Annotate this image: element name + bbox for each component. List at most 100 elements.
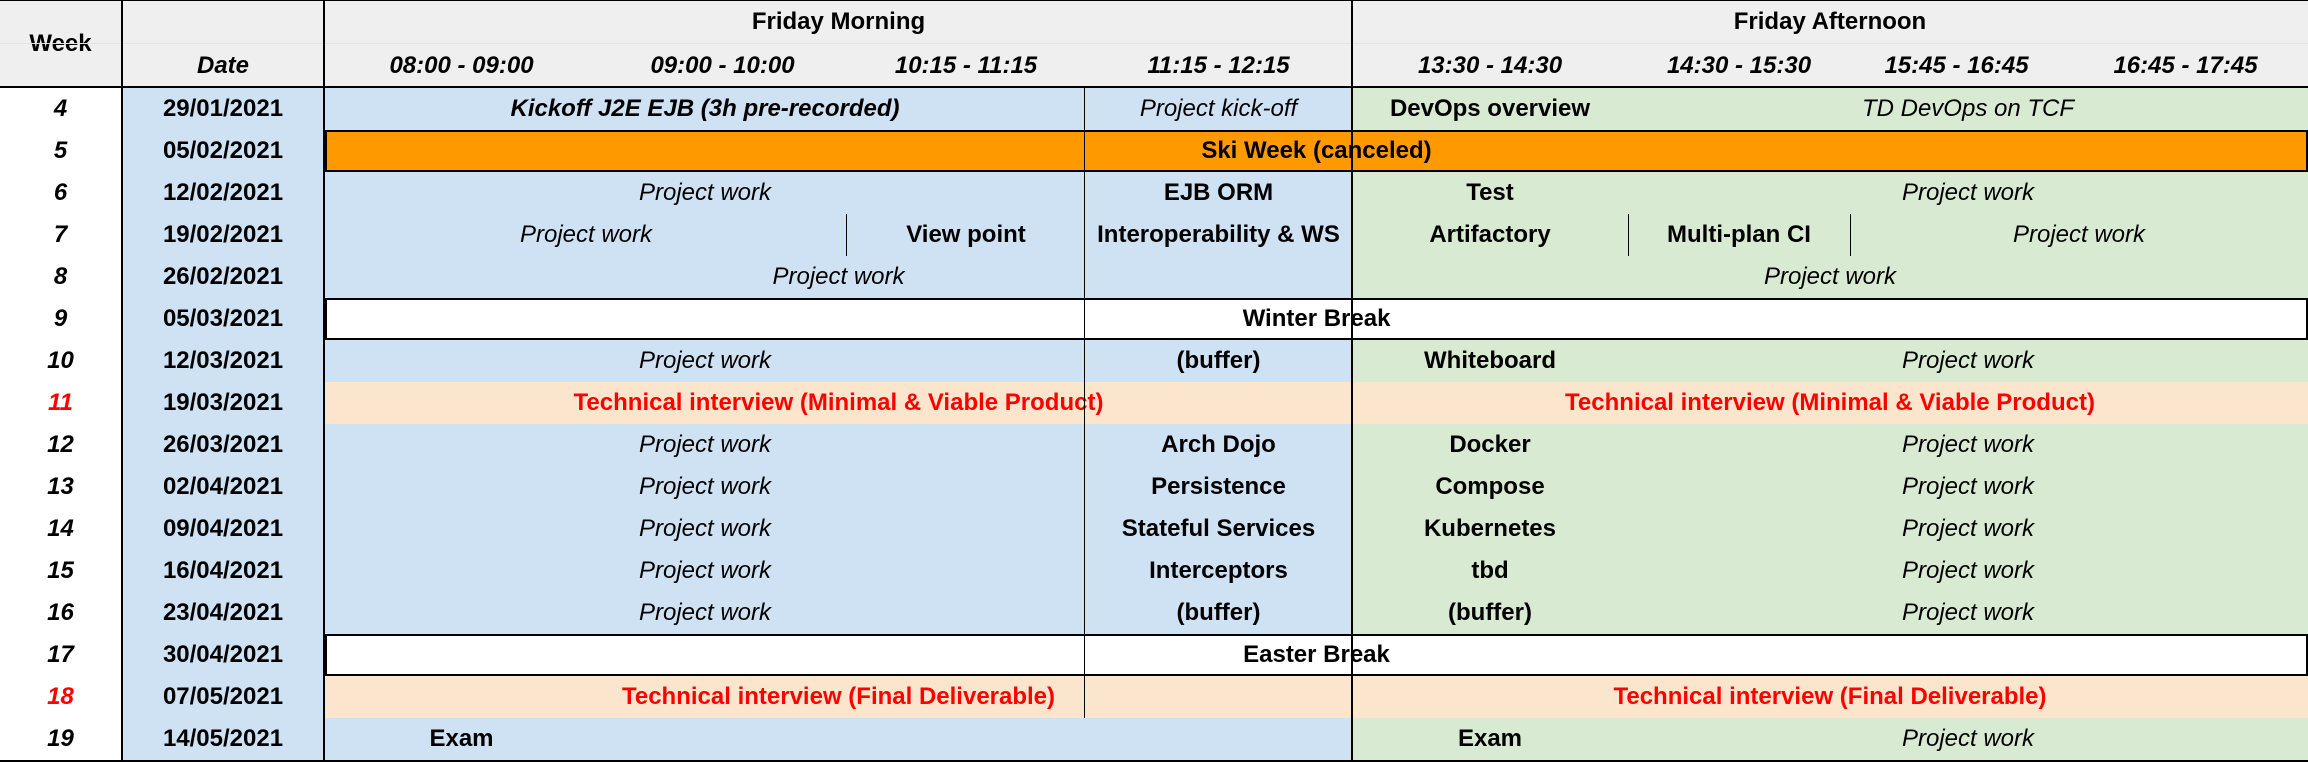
schedule-cell[interactable]: Kickoff J2E EJB (3h pre-recorded) [325,88,1085,130]
divider-line [1628,214,1629,256]
date-cell[interactable]: 05/03/2021 [121,298,325,340]
schedule-cell[interactable]: Project work [325,592,1085,634]
date-cell[interactable]: 12/02/2021 [121,172,325,214]
week-number-cell[interactable]: 9 [0,298,121,340]
schedule-cell[interactable]: DevOps overview [1352,88,1628,130]
schedule-cell[interactable]: Arch Dojo [1085,424,1352,466]
schedule-cell[interactable]: (buffer) [1085,340,1352,382]
schedule-cell[interactable]: Project work [1628,424,2308,466]
schedule-cell[interactable]: Project work [325,508,1085,550]
time-slot-header[interactable]: 16:45 - 17:45 [2063,44,2308,88]
time-slot-header[interactable]: 08:00 - 09:00 [325,44,598,88]
schedule-cell[interactable]: Artifactory [1352,214,1628,256]
week-number-cell[interactable]: 12 [0,424,121,466]
schedule-cell[interactable]: View point [847,214,1085,256]
divider-line [1084,88,1085,718]
week-column-header[interactable]: Week [0,0,121,88]
schedule-cell[interactable]: Project work [1628,466,2308,508]
schedule-cell[interactable]: Project work [1352,256,2308,298]
schedule-cell[interactable]: Project work [325,256,1352,298]
schedule-cell[interactable]: Exam [325,718,598,760]
date-cell[interactable]: 14/05/2021 [121,718,325,760]
time-slot-header[interactable]: 15:45 - 16:45 [1850,44,2063,88]
schedule-cell[interactable]: Technical interview (Minimal & Viable Pr… [1352,382,2308,424]
date-column-header-top[interactable] [121,0,325,44]
schedule-cell[interactable]: EJB ORM [1085,172,1352,214]
date-cell[interactable]: 19/02/2021 [121,214,325,256]
week-number-cell[interactable]: 13 [0,466,121,508]
schedule-cell[interactable]: Technical interview (Final Deliverable) [325,676,1352,718]
schedule-cell[interactable]: Project work [325,550,1085,592]
schedule-cell[interactable]: (buffer) [1085,592,1352,634]
schedule-cell[interactable]: Interceptors [1085,550,1352,592]
divider-line [1351,0,1353,762]
date-cell[interactable]: 09/04/2021 [121,508,325,550]
schedule-cell[interactable]: Project work [1628,592,2308,634]
schedule-cell[interactable]: (buffer) [1352,592,1628,634]
schedule-cell[interactable]: Whiteboard [1352,340,1628,382]
schedule-cell[interactable]: Project work [1628,718,2308,760]
schedule-cell[interactable]: Project work [1628,508,2308,550]
time-slot-header[interactable]: 13:30 - 14:30 [1352,44,1628,88]
schedule-cell[interactable]: Docker [1352,424,1628,466]
schedule-cell[interactable]: Project work [1628,340,2308,382]
schedule-cell[interactable]: Exam [1352,718,1628,760]
time-slot-header[interactable]: 11:15 - 12:15 [1085,44,1352,88]
week-number-cell[interactable]: 14 [0,508,121,550]
schedule-cell[interactable]: Easter Break [325,634,2308,676]
date-column-header[interactable]: Date [121,44,325,88]
schedule-cell[interactable]: Interoperability & WS [1085,214,1352,256]
date-cell[interactable]: 12/03/2021 [121,340,325,382]
schedule-cell[interactable]: Kubernetes [1352,508,1628,550]
time-slot-header[interactable]: 14:30 - 15:30 [1628,44,1850,88]
date-cell[interactable]: 26/03/2021 [121,424,325,466]
week-number-cell[interactable]: 11 [0,382,121,424]
schedule-cell[interactable]: Compose [1352,466,1628,508]
week-number-cell[interactable]: 4 [0,88,121,130]
schedule-cell[interactable]: Technical interview (Minimal & Viable Pr… [325,382,1352,424]
schedule-cell[interactable]: Project work [325,466,1085,508]
schedule-cell[interactable]: Project work [1850,214,2308,256]
schedule-cell[interactable]: tbd [1352,550,1628,592]
date-cell[interactable]: 05/02/2021 [121,130,325,172]
date-cell[interactable]: 02/04/2021 [121,466,325,508]
week-number-cell[interactable]: 8 [0,256,121,298]
schedule-cell[interactable]: Project work [325,340,1085,382]
schedule-cell[interactable]: Ski Week (canceled) [325,130,2308,172]
date-cell[interactable]: 26/02/2021 [121,256,325,298]
schedule-cell[interactable]: Technical interview (Final Deliverable) [1352,676,2308,718]
schedule-cell[interactable]: Test [1352,172,1628,214]
time-slot-header[interactable]: 10:15 - 11:15 [847,44,1085,88]
schedule-cell[interactable]: Winter Break [325,298,2308,340]
schedule-cell[interactable]: TD DevOps on TCF [1628,88,2308,130]
schedule-cell[interactable]: Project work [325,424,1085,466]
week-number-cell[interactable]: 10 [0,340,121,382]
date-cell[interactable]: 29/01/2021 [121,88,325,130]
week-number-cell[interactable]: 16 [0,592,121,634]
schedule-cell[interactable]: Persistence [1085,466,1352,508]
schedule-cell[interactable]: Multi-plan CI [1628,214,1850,256]
schedule-cell[interactable]: Stateful Services [1085,508,1352,550]
schedule-cell[interactable]: Project work [1628,550,2308,592]
schedule-cell[interactable]: Project work [1628,172,2308,214]
date-cell[interactable]: 19/03/2021 [121,382,325,424]
date-cell[interactable]: 07/05/2021 [121,676,325,718]
friday-morning-header[interactable]: Friday Morning [325,0,1352,44]
date-cell[interactable]: 16/04/2021 [121,550,325,592]
friday-afternoon-header[interactable]: Friday Afternoon [1352,0,2308,44]
schedule-cell[interactable]: Project kick-off [1085,88,1352,130]
week-number-cell[interactable]: 19 [0,718,121,760]
schedule-cell[interactable] [598,718,1352,760]
time-slot-header[interactable]: 09:00 - 10:00 [598,44,847,88]
divider-line [0,760,2308,762]
week-number-cell[interactable]: 7 [0,214,121,256]
date-cell[interactable]: 23/04/2021 [121,592,325,634]
schedule-cell[interactable]: Project work [325,214,847,256]
week-number-cell[interactable]: 17 [0,634,121,676]
week-number-cell[interactable]: 15 [0,550,121,592]
week-number-cell[interactable]: 5 [0,130,121,172]
week-number-cell[interactable]: 18 [0,676,121,718]
schedule-cell[interactable]: Project work [325,172,1085,214]
week-number-cell[interactable]: 6 [0,172,121,214]
date-cell[interactable]: 30/04/2021 [121,634,325,676]
